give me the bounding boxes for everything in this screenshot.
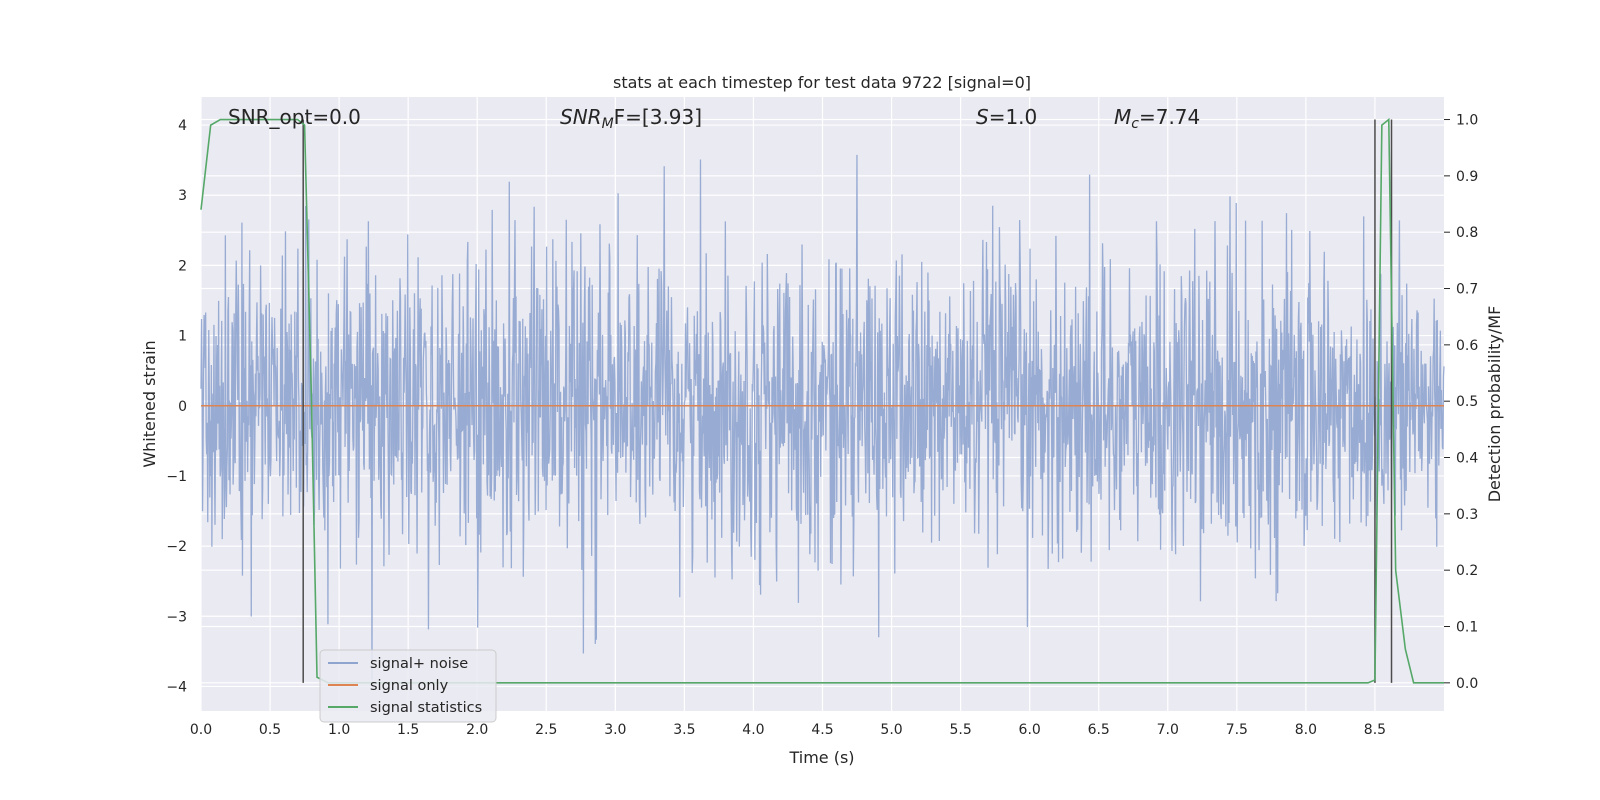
- y-tick-label: 2: [178, 258, 187, 274]
- x-tick-label: 1.5: [397, 722, 419, 738]
- y2-tick-label: 0.5: [1456, 394, 1478, 410]
- y-tick-label: −1: [166, 469, 187, 485]
- annotation-snr-opt: SNR_opt=0.0: [228, 105, 361, 129]
- x-tick-labels: 0.0 0.5 1.0 1.5 2.0 2.5 3.0 3.5 4.0 4.5 5.0 5.5 6.0 6…: [190, 722, 1386, 738]
- mc-tail: =7.74: [1139, 105, 1200, 129]
- y2-tick-labels: 1.0 0.9 0.8 0.7 0.6 0.5 0.4 0.3 0.2 0.1 0.0: [1444, 113, 1478, 692]
- y-tick-labels: 4 3 2 1 0 −1 −2 −3 −4: [166, 118, 187, 695]
- x-tick-label: 4.0: [742, 722, 764, 738]
- y2-tick-label: 0.8: [1456, 225, 1478, 241]
- legend-entry-signal-only: signal only: [370, 678, 449, 694]
- y2-tick-label: 0.3: [1456, 507, 1478, 523]
- annotation-s: S=1.0: [976, 105, 1037, 129]
- y2-tick-label: 0.0: [1456, 676, 1478, 692]
- y2-tick-label: 0.9: [1456, 169, 1478, 185]
- legend: signal+ noise signal only signal statist…: [319, 649, 497, 723]
- x-tick-label: 6.5: [1088, 722, 1110, 738]
- y-tick-label: 3: [178, 188, 187, 204]
- y2-axis-label: Detection probability/MF: [1485, 306, 1504, 503]
- x-tick-label: 3.0: [604, 722, 626, 738]
- legend-entry-signal-statistics: signal statistics: [370, 700, 482, 716]
- x-tick-label: 0.5: [259, 722, 281, 738]
- snr-mf-tail: F=[3.93]: [614, 105, 702, 129]
- y2-tick-label: 0.1: [1456, 620, 1478, 636]
- s-main: S: [976, 105, 989, 129]
- x-tick-label: 1.0: [328, 722, 350, 738]
- annotation-snr-mf: SNRMF=[3.93]: [560, 105, 702, 132]
- y2-tick-label: 0.2: [1456, 563, 1478, 579]
- x-tick-label: 6.0: [1019, 722, 1041, 738]
- y2-tick-label: 0.6: [1456, 338, 1478, 354]
- x-tick-label: 8.5: [1364, 722, 1386, 738]
- y-tick-label: −4: [166, 679, 187, 695]
- x-tick-label: 0.0: [190, 722, 212, 738]
- x-tick-label: 5.5: [949, 722, 971, 738]
- signal-noise-line: [200, 154, 1445, 680]
- x-tick-label: 2.5: [535, 722, 557, 738]
- s-tail: =1.0: [989, 105, 1038, 129]
- snr-mf-sub: M: [602, 116, 614, 132]
- y2-tick-label: 1.0: [1456, 113, 1478, 129]
- mc-sub: c: [1131, 116, 1139, 132]
- x-tick-label: 7.0: [1157, 722, 1179, 738]
- signal-noise-series: [200, 154, 1445, 680]
- snr-mf-main: SNR: [560, 105, 602, 129]
- legend-entry-signal-noise: signal+ noise: [370, 656, 468, 672]
- mc-main: M: [1114, 105, 1131, 129]
- x-tick-label: 3.5: [673, 722, 695, 738]
- chart-title: stats at each timestep for test data 972…: [613, 73, 1031, 92]
- annotation-mc: Mc=7.74: [1114, 105, 1200, 132]
- legend-box: [319, 649, 497, 723]
- y-tick-label: 4: [178, 118, 187, 134]
- y2-tick-label: 0.7: [1456, 282, 1478, 298]
- x-tick-label: 5.0: [880, 722, 902, 738]
- y-tick-label: −3: [166, 609, 187, 625]
- x-tick-label: 2.0: [466, 722, 488, 738]
- x-tick-label: 7.5: [1226, 722, 1248, 738]
- x-tick-label: 8.0: [1295, 722, 1317, 738]
- y-axis-label: Whitened strain: [140, 340, 159, 467]
- y-tick-label: −2: [166, 539, 187, 555]
- y-tick-label: 0: [178, 399, 187, 415]
- y-tick-label: 1: [178, 329, 187, 345]
- x-tick-label: 4.5: [811, 722, 833, 738]
- y2-tick-label: 0.4: [1456, 451, 1478, 467]
- x-axis-label: Time (s): [788, 748, 854, 767]
